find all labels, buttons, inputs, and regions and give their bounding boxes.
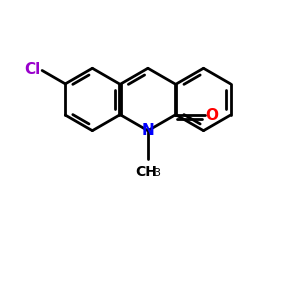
Text: O: O [206,108,219,123]
Text: N: N [142,123,154,138]
Text: CH: CH [136,166,158,179]
Text: 3: 3 [153,168,160,178]
Text: Cl: Cl [24,61,41,76]
